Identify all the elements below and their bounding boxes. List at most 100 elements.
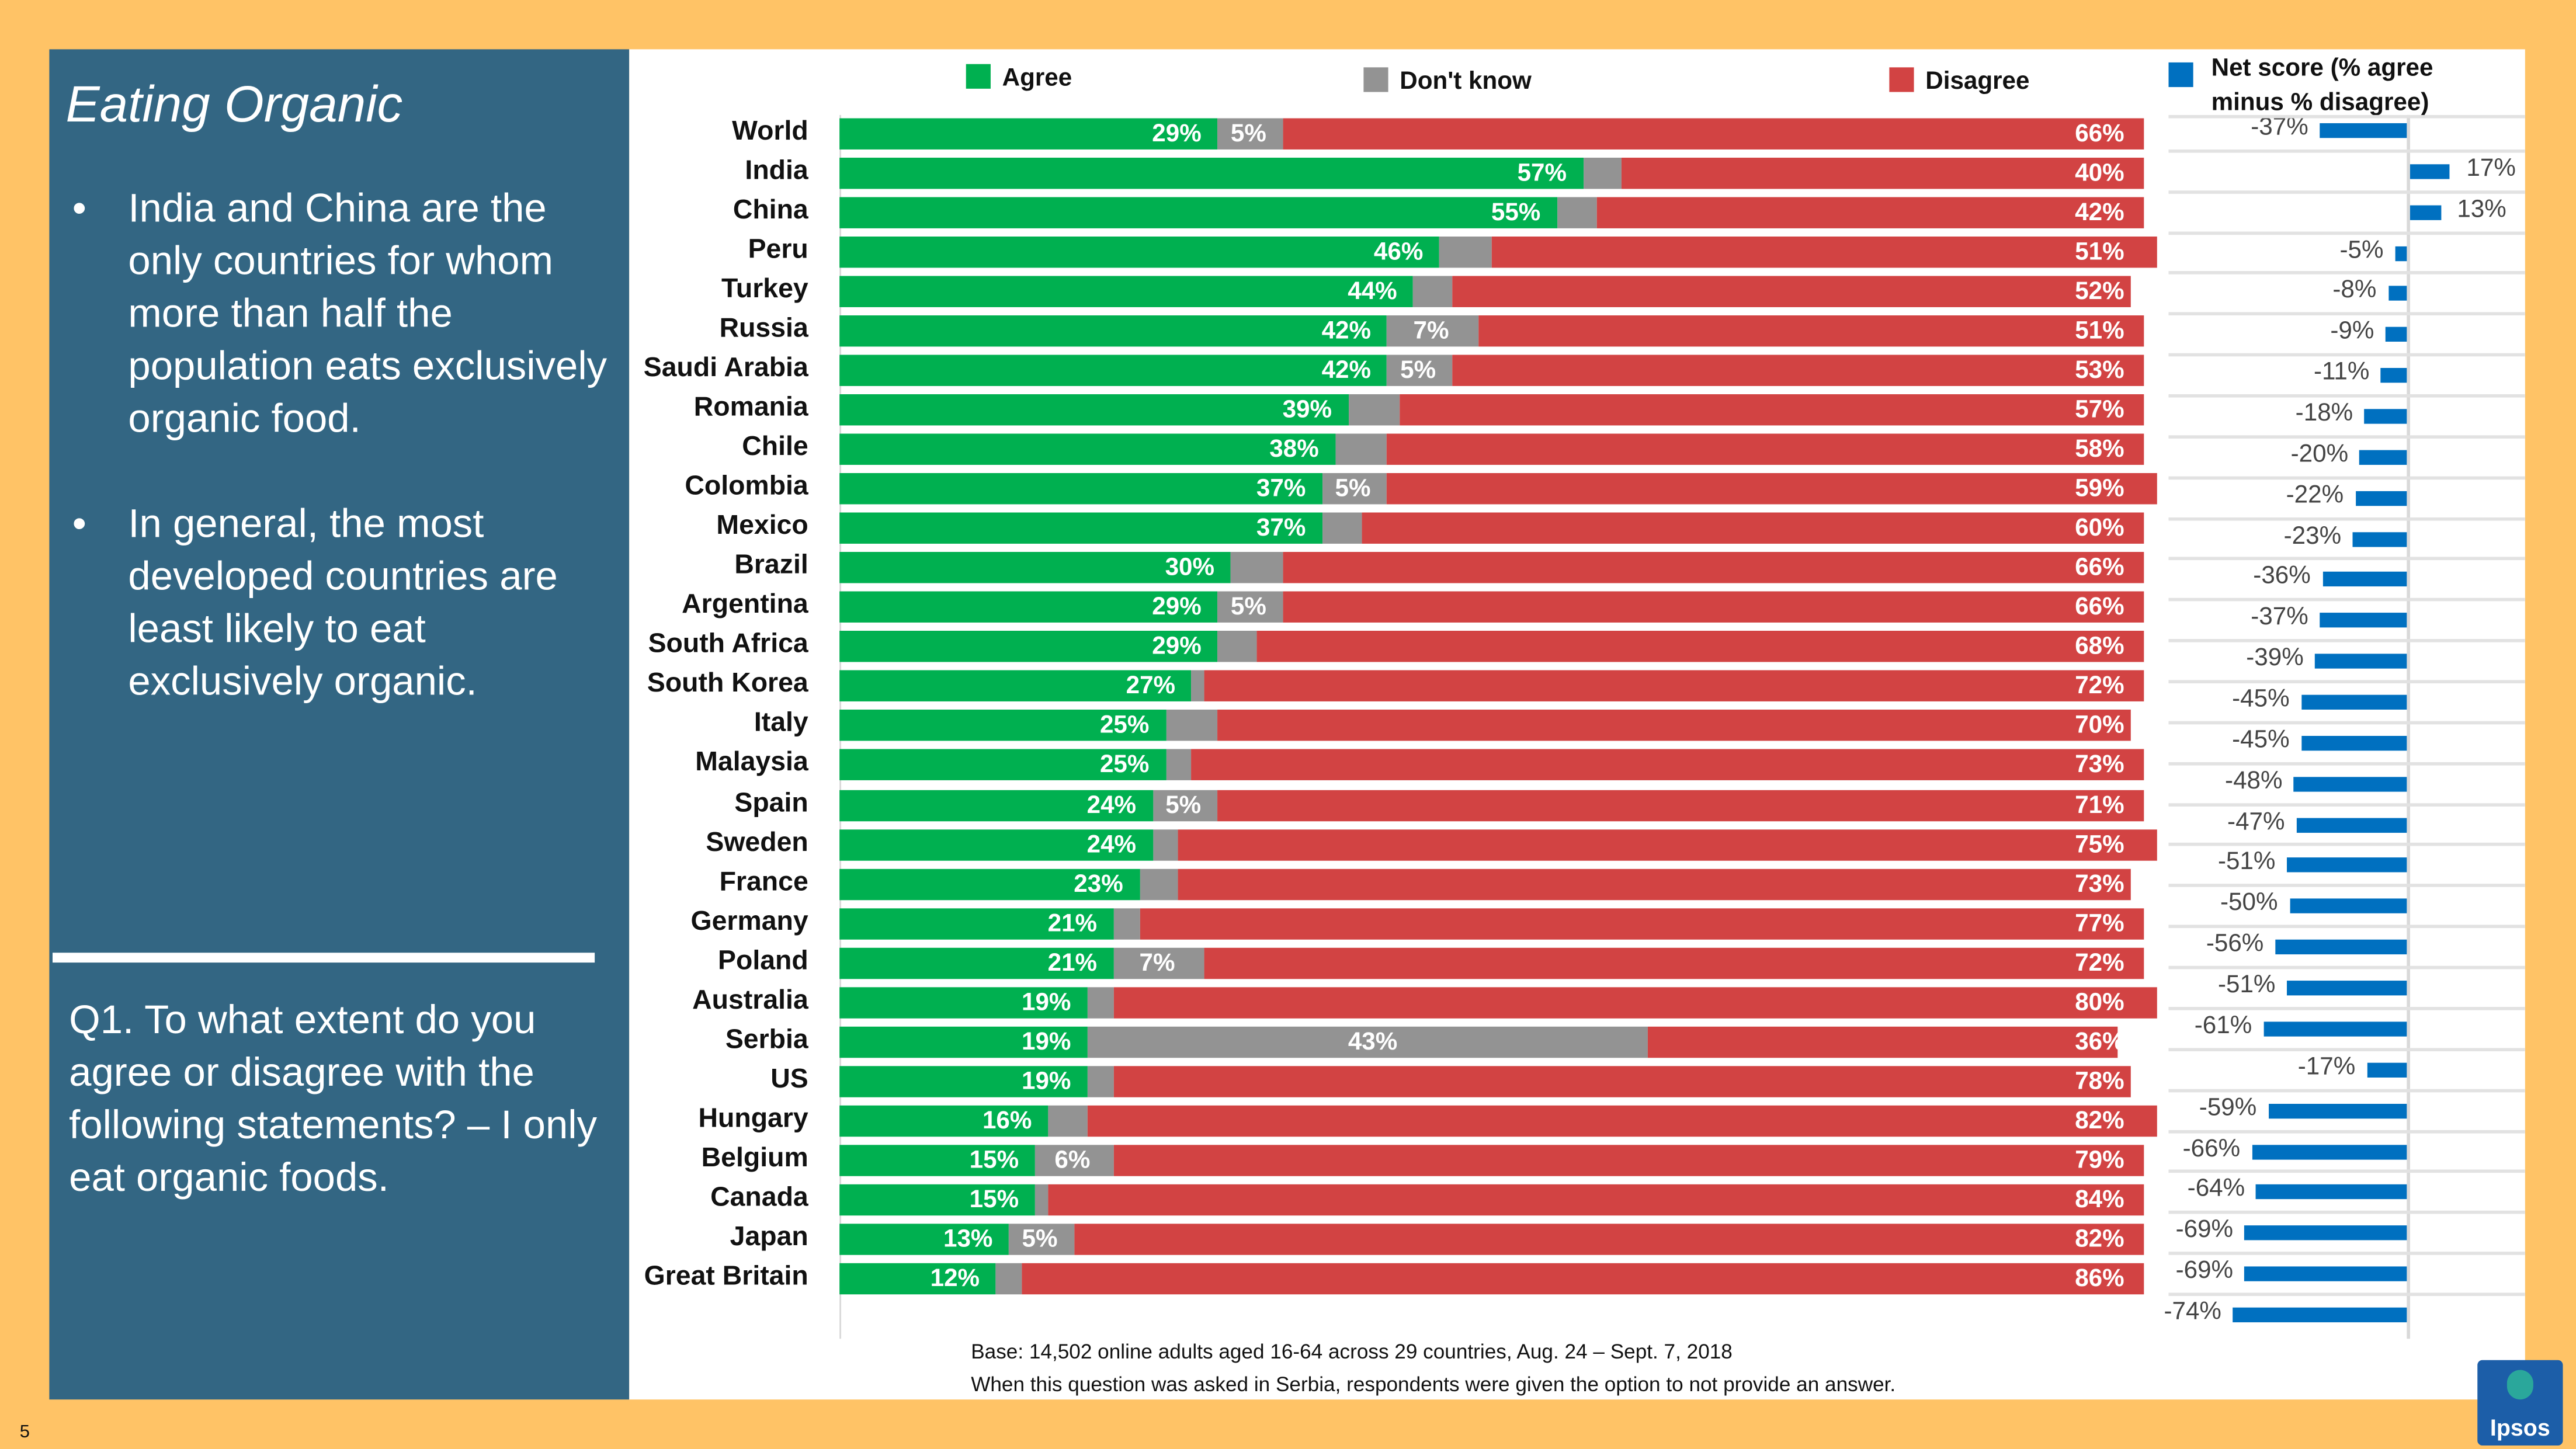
legend-net-swatch [2168,62,2193,88]
disagree-bar [1491,237,2157,268]
bullet-1: • India and China are the only countries … [72,184,621,447]
agree-bar [839,710,1166,742]
disagree-value: 82% [2075,1225,2124,1253]
disagree-value: 60% [2075,515,2124,543]
agree-bar [839,158,1584,189]
disagree-bar [1217,710,2131,742]
page-number: 5 [19,1422,30,1443]
net-score-bar [2251,1144,2407,1159]
legend-agree: Agree [1002,64,1072,92]
dont-know-value: 7% [1139,948,1175,977]
category-label: Sweden [706,827,808,857]
disagree-value: 58% [2075,435,2124,464]
disagree-value: 40% [2075,159,2124,187]
net-gridline [2168,762,2525,765]
disagree-bar [1283,118,2144,150]
disagree-value: 53% [2075,356,2124,385]
category-label: Italy [754,708,808,739]
agree-bar [839,749,1166,781]
net-score-bar [2352,531,2407,547]
net-score-bar [2388,286,2407,301]
net-score-bar [2410,204,2441,220]
category-label: Romania [693,392,808,423]
net-score-bar [2287,981,2407,996]
dont-know-bar [1087,1065,1114,1097]
dont-know-value: 5% [1335,475,1371,503]
net-score-bar [2244,1266,2407,1281]
disagree-value: 52% [2075,277,2124,306]
dont-know-bar [1087,1026,1648,1058]
net-score-bar [2364,409,2407,424]
disagree-bar [1087,1105,2157,1137]
agree-bar [839,197,1557,229]
slide-title: Eating Organic [65,75,403,133]
agree-bar [839,394,1349,426]
disagree-bar [1648,1026,2118,1058]
agree-bar [839,1223,1009,1255]
category-label: South Africa [648,630,808,659]
dont-know-bar [1557,197,1596,229]
dont-know-bar [1139,868,1179,900]
agree-bar [839,1184,1036,1215]
agree-bar [839,828,1153,860]
disagree-bar [1256,631,2144,663]
net-score-bar [2386,327,2407,342]
net-gridline [2168,965,2525,970]
net-score-value: -51% [2217,971,2276,999]
category-label: France [719,866,808,896]
category-label: Argentina [682,590,808,620]
category-label: US [770,1064,808,1094]
disagree-bar [1113,986,2157,1018]
agree-bar [839,237,1440,268]
dont-know-bar [1192,670,1205,703]
net-score-value: -8% [2332,276,2377,305]
dont-know-value: 5% [1400,356,1436,385]
net-score-value: -45% [2232,725,2290,754]
bullet-2: • In general, the most developed countrie… [72,499,621,710]
net-score-value: -50% [2220,889,2278,918]
disagree-bar [1452,276,2131,308]
disagree-bar [1387,473,2157,505]
dont-know-value: 5% [1230,593,1266,622]
category-label: Colombia [685,471,808,502]
disagree-value: 73% [2075,870,2124,898]
net-score-bar [2296,817,2407,832]
agree-value: 39% [1282,396,1332,425]
disagree-value: 84% [2075,1186,2124,1214]
disagree-bar [1204,947,2144,979]
agree-value: 25% [1099,712,1150,740]
net-score-bar [2410,164,2450,179]
bullet-text: In general, the most developed countries… [128,502,558,705]
agree-bar [839,552,1231,584]
net-score-value: -64% [2187,1175,2245,1203]
net-gridline [2168,149,2525,153]
net-score-value: -18% [2295,399,2353,428]
disagree-bar [1192,749,2144,781]
category-label: Poland [718,945,808,975]
category-label: Peru [748,235,808,265]
disagree-value: 77% [2075,909,2124,937]
net-gridline [2168,639,2525,643]
disagree-bar [1387,434,2144,465]
net-score-bar [2275,940,2407,955]
net-score-value: -48% [2225,766,2283,795]
net-gridline [2168,1170,2525,1174]
agree-bar [839,276,1414,308]
disagree-value: 66% [2075,554,2124,582]
category-label: Canada [710,1182,808,1212]
dont-know-bar [1348,394,1401,426]
agree-value: 23% [1074,870,1123,898]
net-gridline [2168,557,2525,561]
dont-know-bar [1322,473,1388,505]
logo-mark-icon [2506,1370,2533,1400]
chart-area: Agree Don't know Disagree Net score (% a… [629,49,2525,1400]
category-label: India [745,156,808,186]
net-score-bar [2355,491,2407,506]
agree-bar [839,434,1335,465]
disagree-bar [1139,908,2144,939]
category-label: South Korea [647,669,808,699]
dont-know-bar [1322,513,1362,544]
category-label: Japan [730,1222,808,1252]
disagree-value: 73% [2075,751,2124,780]
